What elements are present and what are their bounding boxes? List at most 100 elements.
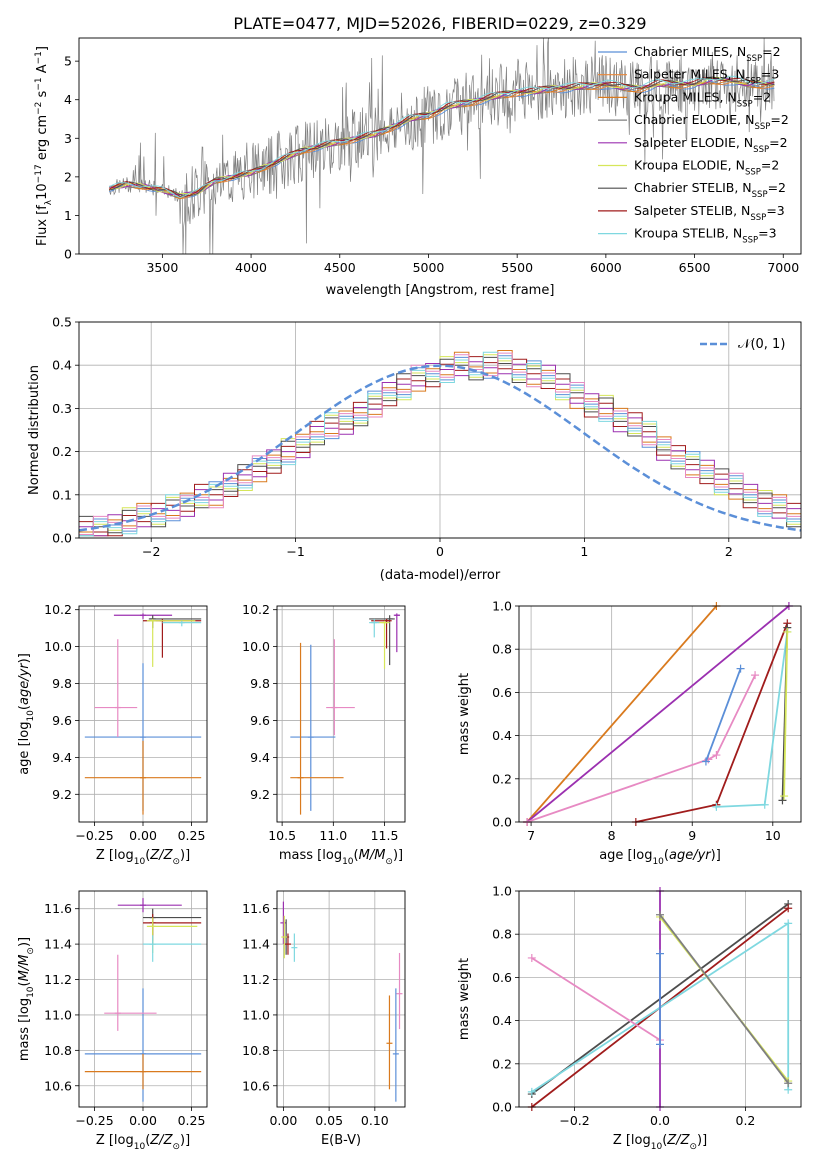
weight-vs-Z-frame	[518, 890, 802, 1108]
weight-vs-age-series-line	[705, 668, 742, 762]
weight-vs-age-marker	[780, 792, 789, 801]
weight-vs-age-marker	[778, 796, 787, 805]
residuals-xlabel: (data-model)/error	[380, 568, 501, 583]
weight-vs-age-xtick-label: 8	[608, 828, 616, 843]
residuals-axes: −2 −1 0 1 2 0.0 0.1 0.2 0.3 0.4 0.5	[52, 315, 801, 559]
spectrum-ytick-label: 4	[64, 92, 72, 107]
weight-vs-Z-xtick-label: 0.0	[650, 1113, 670, 1128]
weight-vs-Z-series-line	[659, 914, 789, 1084]
legend-label: Chabrier STELIB, NSSP=2	[634, 180, 786, 200]
residuals-ylabel: Normed distribution	[27, 365, 42, 495]
weight-vs-Z-series-line	[531, 957, 661, 1041]
legend-label: Salpeter ELODIE, NSSP=2	[634, 135, 788, 155]
weight-vs-Z-marker	[784, 904, 793, 913]
age-vs-mass-ytick-label: 9.4	[250, 750, 270, 765]
legend-label: Kroupa STELIB, NSSP=3	[634, 226, 777, 246]
age-vs-Z-ytick-label: 9.2	[52, 787, 72, 802]
mass-vs-ebv-ytick-label: 10.8	[242, 1043, 270, 1058]
mass-vs-ebv-ytick-label: 10.6	[242, 1078, 270, 1093]
spectrum-axes: 3500 4000 4500 5000 5500 6000 6500 7000 0 1 2 3 4 5	[64, 54, 799, 275]
mass-vs-Z-xtick-label: 0.25	[178, 1113, 206, 1128]
spectrum-ylabel: Flux [fλ10−17 erg cm−2 s−1 A−1]	[34, 46, 54, 246]
hist-step-5	[79, 356, 801, 534]
age-vs-Z-axes: −0.25 0.00 0.25 9.2 9.4 9.6 9.8 10.0 10.2	[44, 602, 207, 843]
weight-vs-age-ytick-label: 0.6	[492, 685, 512, 700]
mass-vs-ebv-ytick-label: 11.0	[242, 1007, 270, 1022]
spectrum-xtick-label: 6000	[590, 260, 622, 275]
weight-vs-age-ytick-label: 0.4	[492, 728, 512, 743]
spectrum-ytick-label: 3	[64, 131, 72, 146]
age-vs-Z-frame	[78, 605, 208, 823]
weight-vs-Z-xtick-label: 0.2	[736, 1113, 756, 1128]
weight-vs-Z-marker	[784, 1079, 793, 1088]
residuals-ytick-label: 0.2	[52, 444, 72, 459]
weight-vs-age-frame	[518, 605, 802, 823]
residuals-xtick-label: 1	[580, 544, 588, 559]
mass-vs-Z-ytick-label: 10.6	[44, 1078, 72, 1093]
weight-vs-age-xtick-label: 10	[765, 828, 781, 843]
residuals-xtick-label: 0	[436, 544, 444, 559]
spectrum-ytick-label: 1	[64, 208, 72, 223]
weight-vs-Z-ytick-label: 0.0	[492, 1100, 512, 1115]
observed-spectrum-line	[108, 37, 775, 255]
weight-vs-Z-marker	[656, 910, 664, 919]
weight-vs-Z-marker	[784, 919, 793, 928]
mass-vs-ebv-axes: 0.00 0.05 0.10 10.6 10.8 11.0 11.2 11.4 11.6	[242, 891, 405, 1128]
weight-vs-age-series-line	[526, 605, 718, 823]
model-line-kroupa-stelib	[108, 75, 775, 198]
age-vs-mass-axes: 10.5 11.0 11.5 9.2 9.4 9.6 9.8 10.0 10.2	[242, 602, 405, 843]
residuals-ytick-label: 0.0	[52, 531, 72, 546]
weight-vs-Z-ytick-label: 1.0	[492, 884, 512, 899]
age-vs-Z-ytick-label: 9.6	[52, 713, 72, 728]
hist-step-7	[79, 352, 801, 535]
mass-vs-Z-ytick-label: 11.6	[44, 901, 72, 916]
mass-vs-Z-xtick-label: 0.00	[129, 1113, 157, 1128]
spectrum-ytick-label: 2	[64, 169, 72, 184]
mass-vs-ebv-ytick-label: 11.6	[242, 901, 270, 916]
age-vs-Z-xlabel: Z [log10(Z/Z⊙)]	[96, 848, 190, 867]
residuals-xtick-label: −2	[142, 544, 160, 559]
age-vs-Z-ytick-label: 9.8	[52, 676, 72, 691]
weight-vs-Z-ytick-label: 0.8	[492, 927, 512, 942]
spectrum-xtick-label: 3500	[146, 260, 178, 275]
age-vs-Z-xtick-label: −0.25	[75, 828, 113, 843]
weight-vs-Z-marker	[656, 949, 664, 958]
legend-label: Salpeter MILES, NSSP=3	[634, 67, 779, 87]
model-line-salpeter-stelib	[108, 77, 775, 198]
mass-vs-Z-xtick-label: −0.25	[75, 1113, 113, 1128]
weight-vs-age-ylabel: mass weight	[457, 673, 472, 755]
hist-step-6	[79, 351, 801, 537]
age-vs-mass-ytick-label: 9.6	[250, 713, 270, 728]
age-vs-Z-ytick-label: 10.2	[44, 602, 72, 617]
weight-vs-age-marker	[712, 751, 721, 760]
mass-vs-Z-ytick-label: 11.2	[44, 972, 72, 987]
weight-vs-age-ytick-label: 0.2	[492, 771, 512, 786]
age-vs-Z-xtick-label: 0.00	[129, 828, 157, 843]
residuals-xtick-label: 2	[725, 544, 733, 559]
model-line-salpeter-miles	[108, 81, 775, 200]
normal-curve	[78, 364, 802, 532]
weight-vs-age-ytick-label: 0.0	[492, 815, 512, 830]
residuals-ytick-label: 0.5	[52, 315, 72, 330]
mass-vs-ebv-xtick-label: 0.00	[269, 1113, 297, 1128]
mass-vs-ebv-ytick-label: 11.2	[242, 972, 270, 987]
residuals-ytick-label: 0.4	[52, 358, 72, 373]
weight-vs-age-ytick-label: 1.0	[492, 599, 512, 614]
mass-vs-Z-ylabel: mass [log10(M/M⊙)]	[17, 937, 36, 1061]
weight-vs-age-marker	[712, 802, 721, 811]
spectrum-ytick-label: 0	[64, 247, 72, 262]
weight-vs-age-xtick-label: 9	[688, 828, 696, 843]
legend-label: Salpeter STELIB, NSSP=3	[634, 203, 785, 223]
weight-vs-age-series-line	[783, 631, 789, 797]
age-vs-mass-ytick-label: 10.0	[242, 639, 270, 654]
mass-vs-Z-ytick-label: 11.0	[44, 1007, 72, 1022]
weight-vs-Z-ytick-label: 0.4	[492, 1013, 512, 1028]
mass-vs-ebv-xlabel: E(B-V)	[321, 1133, 361, 1148]
weight-vs-Z-ylabel: mass weight	[457, 958, 472, 1040]
residuals-ytick-label: 0.1	[52, 487, 72, 502]
age-vs-mass-ytick-label: 9.2	[250, 787, 270, 802]
legend-label: Kroupa MILES, NSSP=2	[634, 89, 771, 109]
mass-vs-ebv-xtick-label: 0.05	[315, 1113, 343, 1128]
age-vs-mass-frame	[276, 605, 406, 823]
spectrum-xtick-label: 7000	[767, 260, 799, 275]
